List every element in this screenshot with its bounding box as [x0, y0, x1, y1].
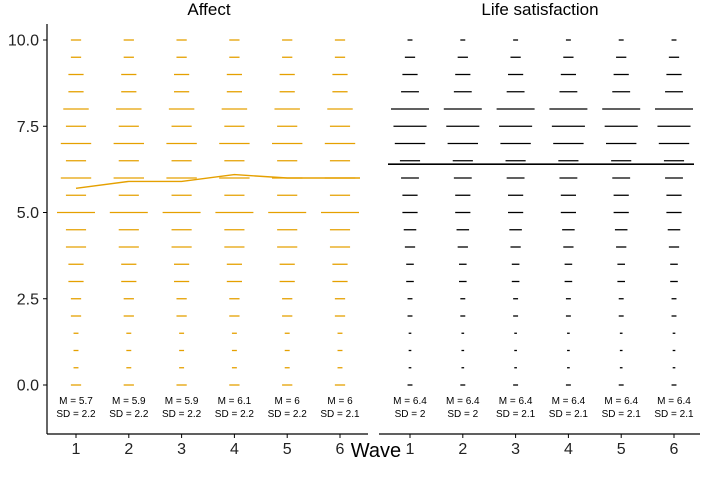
affect-mean-label: M = 6: [327, 396, 353, 407]
affect-x-tick-label: 2: [124, 441, 133, 458]
life-satisfaction-x-axis: 1 2 3 4 5 6: [379, 433, 700, 458]
life-satisfaction-panel-title: Life satisfaction: [481, 0, 598, 19]
affect-panel: Affect M = 5.7SD = 2.2M = 5.9SD = 2.2M =…: [47, 0, 368, 458]
affect-sd-label: SD = 2.2: [56, 409, 96, 420]
affect-mean-line: [75, 173, 360, 189]
affect-mean-label: M = 5.7: [59, 396, 93, 407]
affect-mean-trend: [75, 173, 360, 189]
life-satisfaction-sd-label: SD = 2.1: [602, 409, 642, 420]
y-tick-label: 0.0: [17, 378, 39, 395]
life-satisfaction-x-tick-label: 2: [458, 441, 467, 458]
life-satisfaction-sd-label: SD = 2.1: [654, 409, 694, 420]
affect-sd-label: SD = 2.2: [162, 409, 202, 420]
affect-mean-label: M = 5.9: [112, 396, 146, 407]
life-satisfaction-mean-label: M = 6.4: [552, 396, 586, 407]
affect-sd-label: SD = 2.2: [109, 409, 149, 420]
y-axis: 0.0 2.5 5.0 7.5 10.0: [8, 24, 48, 434]
life-satisfaction-panel: Life satisfaction M = 6.4 SD = 2 M = 6.4 SD…: [379, 0, 700, 458]
life-satisfaction-mean-label: M = 6.4: [393, 396, 427, 407]
affect-frequency-marks: [57, 39, 359, 386]
life-satisfaction-sd-label: SD = 2: [395, 409, 426, 420]
life-satisfaction-sd-label: SD = 2.1: [496, 409, 536, 420]
affect-x-axis: 1 2 3 4 5 6: [47, 433, 368, 458]
affect-wave-stats: M = 5.7 SD = 2.2 M = 5.9 SD = 2.2 M = 5.9 SD …: [56, 396, 360, 420]
y-tick-label: 7.5: [17, 119, 39, 136]
affect-x-tick-label: 1: [72, 441, 81, 458]
affect-x-tick-label: 5: [283, 441, 292, 458]
affect-x-tick-label: 4: [230, 441, 239, 458]
y-tick-label: 10.0: [8, 33, 39, 50]
life-satisfaction-x-tick-label: 1: [406, 441, 415, 458]
life-satisfaction-mean-label: M = 6.4: [446, 396, 480, 407]
affect-mean-label: M = 6: [275, 396, 301, 407]
life-satisfaction-sd-label: SD = 2: [447, 409, 478, 420]
life-satisfaction-x-tick-label: 3: [511, 441, 520, 458]
affect-x-tick-label: 3: [177, 441, 186, 458]
affect-mean-label: M = 5.9: [165, 396, 199, 407]
life-satisfaction-x-tick-label: 5: [617, 441, 626, 458]
life-satisfaction-sd-label: SD = 2.1: [549, 409, 589, 420]
y-tick-label: 5.0: [17, 205, 39, 222]
life-satisfaction-mean-label: M = 6.4: [657, 396, 691, 407]
x-axis-title: Wave: [351, 440, 401, 462]
life-satisfaction-mean-label: M = 6.4: [604, 396, 638, 407]
life-satisfaction-frequency-marks: [391, 39, 693, 386]
life-satisfaction-wave-stats: M = 6.4 SD = 2 M = 6.4 SD = 2 M = 6.4 SD = 2.…: [393, 396, 694, 420]
life-satisfaction-mean-label: M = 6.4: [499, 396, 533, 407]
affect-x-tick-label: 6: [336, 441, 345, 458]
life-satisfaction-x-tick-label: 4: [564, 441, 573, 458]
y-tick-label: 2.5: [17, 291, 39, 308]
life-satisfaction-x-tick-label: 6: [670, 441, 679, 458]
affect-sd-label: SD = 2.2: [215, 409, 255, 420]
affect-panel-title: Affect: [187, 0, 230, 19]
affect-mean-label: M = 6.1: [218, 396, 252, 407]
affect-sd-label: SD = 2.2: [268, 409, 308, 420]
affect-sd-label: SD = 2.1: [320, 409, 360, 420]
